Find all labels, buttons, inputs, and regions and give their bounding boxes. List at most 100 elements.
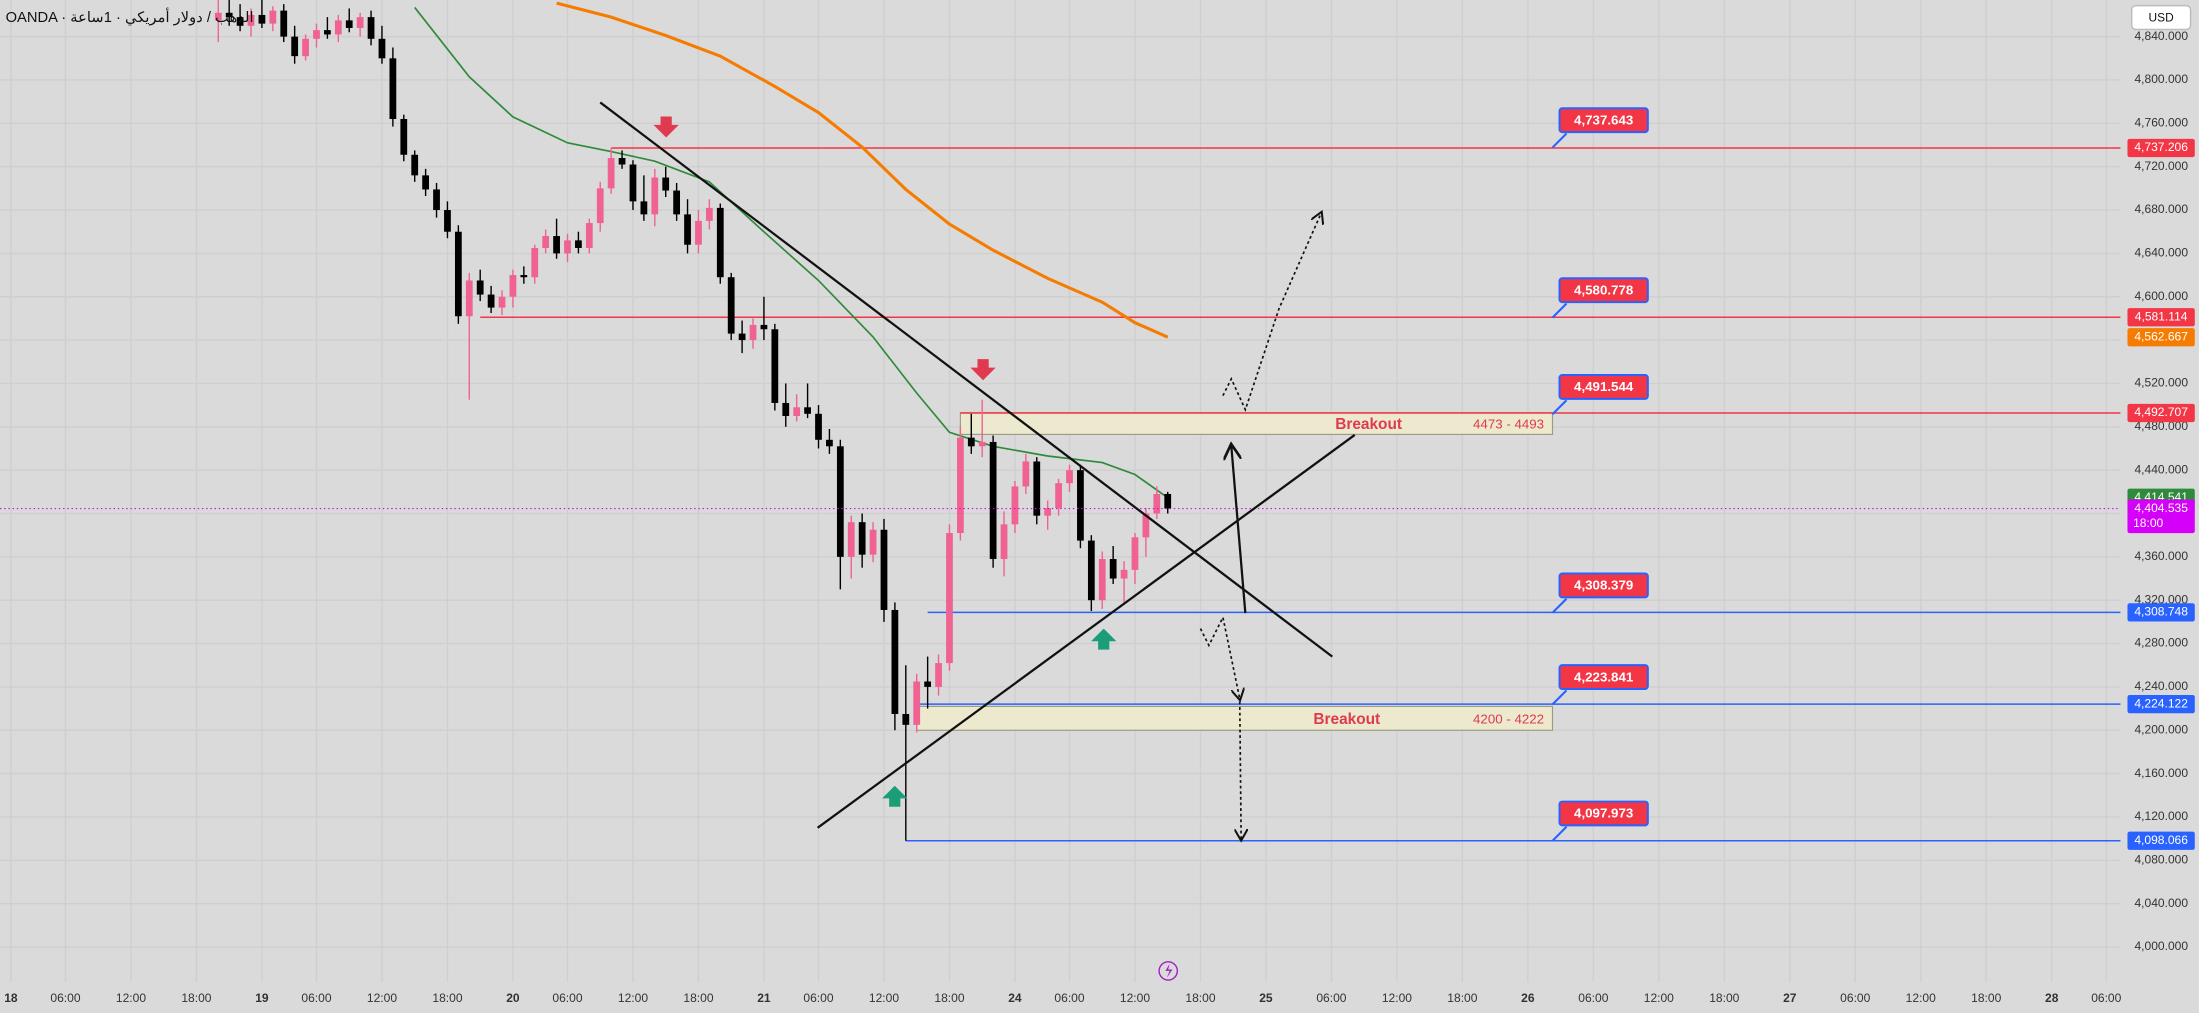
candle-body	[607, 158, 615, 189]
candle-body	[269, 10, 277, 24]
price-line-label: 4,308.748	[2134, 605, 2188, 619]
x-tick-label: 06:00	[301, 991, 331, 1005]
candle-body	[367, 17, 375, 39]
ma-label: 4,562.667	[2134, 329, 2188, 343]
currency-box[interactable]	[2130, 4, 2192, 31]
callout-pointer	[1551, 132, 1568, 149]
up-arrow-marker	[1091, 628, 1117, 650]
candle-body	[978, 441, 986, 447]
candle-body	[389, 58, 397, 120]
candle-body	[1131, 537, 1139, 570]
y-tick-label: 4,080.000	[2134, 853, 2188, 867]
callout-label: 4,491.544	[1574, 379, 1634, 394]
x-tick-label: 18:00	[1447, 991, 1477, 1005]
x-tick-label: 18:00	[432, 991, 462, 1005]
countdown: 18:00	[2133, 516, 2163, 530]
y-tick-label: 4,760.000	[2134, 116, 2188, 130]
candle-body	[236, 17, 244, 26]
candle-body	[1044, 508, 1052, 516]
callout-box[interactable]	[1558, 800, 1649, 827]
candle-body	[520, 275, 528, 278]
currency: USD	[2149, 10, 2175, 24]
candle-body	[640, 201, 648, 215]
candle-body	[771, 329, 779, 403]
y-tick-label: 4,000.000	[2134, 939, 2188, 953]
candle-body	[476, 280, 484, 295]
candle-body	[553, 236, 560, 254]
candle-body	[313, 30, 320, 39]
callout-pointer	[1551, 826, 1568, 842]
callout-box[interactable]	[1558, 664, 1649, 690]
alert-icon[interactable]	[1158, 961, 1179, 981]
chart-title: OANDA · الذهب / دولار أمريكي · 1ساعة	[6, 7, 254, 26]
callout-label: 4,097.973	[1574, 806, 1633, 821]
y-tick-label: 4,240.000	[2134, 679, 2188, 693]
candle-body	[1153, 493, 1161, 514]
callout-label: 4,308.379	[1574, 578, 1633, 593]
candle-body	[225, 12, 233, 18]
candle-body	[815, 413, 822, 440]
y-tick-label: 4,680.000	[2134, 202, 2188, 216]
candle-body	[280, 10, 288, 37]
zone-title: Breakout	[1313, 711, 1380, 728]
x-tick-label: 12:00	[618, 991, 648, 1005]
candle-body	[422, 175, 430, 190]
x-tick-label: 12:00	[1644, 991, 1674, 1005]
down-arrow-marker	[653, 116, 679, 138]
candle-body	[575, 240, 582, 248]
price-line-label: 4,098.066	[2134, 833, 2188, 847]
price-line-label: 4,224.122	[2134, 696, 2188, 710]
zone-title: Breakout	[1335, 416, 1402, 433]
callout-pointer	[1551, 399, 1568, 416]
candle-body	[444, 210, 451, 232]
price-line-label-box	[2127, 308, 2195, 327]
candle-body	[433, 189, 440, 211]
callout-box[interactable]	[1558, 107, 1649, 134]
candle-body	[1098, 559, 1106, 601]
candle-body	[727, 277, 735, 334]
candle-body	[880, 529, 888, 610]
x-tick-label: 18:00	[934, 991, 964, 1005]
drawings	[599, 101, 1356, 981]
candle-body	[324, 30, 331, 35]
price-line-label-box	[2127, 403, 2195, 423]
candle-body	[542, 236, 550, 248]
axes: OANDA · الذهب / دولار أمريكي · 1ساعة USD…	[4, 4, 2195, 1005]
callout-box[interactable]	[1558, 277, 1649, 304]
y-tick-label: 4,280.000	[2134, 636, 2188, 650]
candle-body	[782, 402, 790, 416]
x-tick-label: 26	[1521, 991, 1535, 1005]
candle-body	[1077, 470, 1084, 541]
callout-box[interactable]	[1558, 572, 1649, 599]
candle-body	[411, 154, 419, 176]
moving-average	[414, 6, 1169, 499]
x-tick-label: 24	[1008, 991, 1022, 1005]
candle-body	[956, 437, 964, 534]
last-price-label-box	[2127, 499, 2195, 534]
callout-box[interactable]	[1558, 374, 1649, 400]
y-tick-label: 4,840.000	[2134, 29, 2188, 43]
candle-body	[662, 177, 670, 191]
y-tick-label: 4,160.000	[2134, 766, 2188, 780]
candle-body	[673, 190, 681, 215]
x-tick-label: 18:00	[181, 991, 211, 1005]
trend-line	[599, 101, 1333, 658]
candle-body	[291, 36, 299, 57]
candle-body	[629, 164, 637, 202]
candle-body	[760, 324, 768, 330]
plot-area: Breakout 4473 - 4493 Breakout 4200 - 4222	[0, 0, 2121, 842]
candle-body	[869, 529, 877, 555]
x-tick-label: 12:00	[1382, 991, 1412, 1005]
y-tick-label: 4,320.000	[2134, 592, 2188, 606]
y-tick-label: 4,040.000	[2134, 896, 2188, 910]
candle-body	[695, 220, 702, 245]
candle-body	[1066, 470, 1073, 484]
x-tick-label: 12:00	[116, 991, 146, 1005]
x-tick-label: 12:00	[1906, 991, 1936, 1005]
candle-body	[618, 158, 626, 165]
x-tick-label: 18:00	[1709, 991, 1739, 1005]
candle-body	[258, 14, 266, 24]
candle-body	[891, 609, 899, 715]
